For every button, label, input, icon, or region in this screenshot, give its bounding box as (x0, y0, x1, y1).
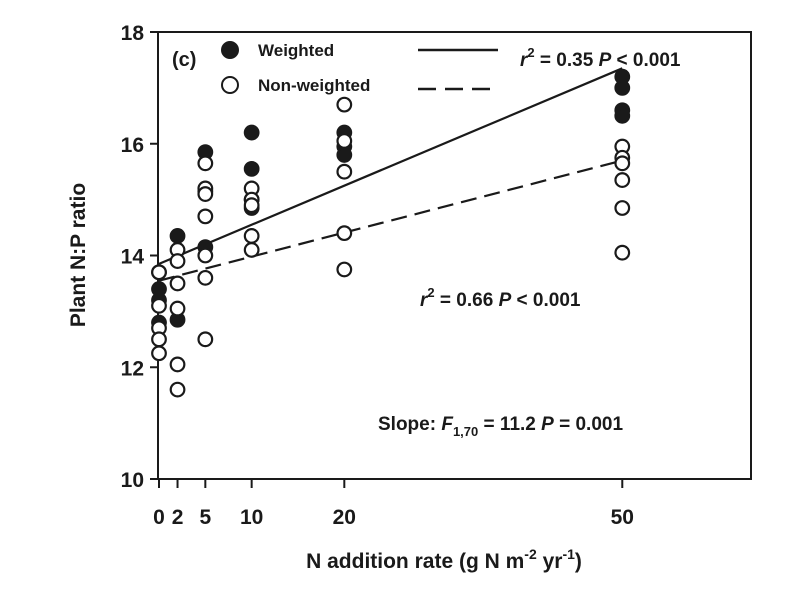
x-tick-label: 50 (611, 506, 634, 529)
data-point-non-weighted (151, 297, 167, 314)
data-point-non-weighted (151, 264, 167, 281)
data-point-non-weighted (197, 247, 214, 264)
y-tick-label: 14 (121, 246, 145, 269)
data-point-weighted (243, 160, 260, 177)
data-point-non-weighted (169, 381, 186, 398)
data-point-non-weighted (197, 155, 214, 172)
data-point-non-weighted (243, 197, 260, 214)
panel-label: (c) (172, 49, 196, 71)
data-point-non-weighted (614, 172, 631, 188)
legend-marker-weighted (221, 41, 239, 59)
data-point-non-weighted (336, 96, 353, 113)
fit-line-weighted (158, 67, 623, 265)
data-point-non-weighted (169, 356, 186, 373)
y-tick-label: 16 (121, 134, 144, 157)
legend: Weighted Non-weighted (221, 41, 498, 95)
fit-line-non-weighted (158, 159, 623, 282)
y-tick-label: 18 (121, 22, 145, 45)
data-point-non-weighted (169, 300, 186, 317)
data-point-weighted (614, 107, 631, 124)
fit-lines (158, 67, 623, 282)
y-axis-title: Plant N:P ratio (67, 183, 90, 327)
data-point-non-weighted (151, 331, 167, 348)
legend-label-weighted: Weighted (258, 41, 334, 60)
data-point-non-weighted (243, 242, 260, 258)
data-point-non-weighted (243, 228, 260, 244)
data-point-non-weighted (614, 244, 631, 261)
data-point-weighted (614, 79, 631, 96)
x-tick-label: 2 (172, 506, 184, 529)
y-tick-label: 12 (121, 357, 144, 380)
data-point-non-weighted (336, 163, 353, 180)
data-point-weighted (336, 147, 353, 163)
x-tick-label: 20 (333, 506, 356, 529)
data-point-non-weighted (197, 186, 214, 202)
x-tick-label: 10 (240, 506, 263, 529)
y-axis: 10 12 14 16 18 (121, 22, 158, 492)
weighted-r2-annotation: r2 = 0.35 P < 0.001 (520, 45, 681, 71)
slope-annotation: Slope: F1,70 = 11.2 P = 0.001 (378, 414, 623, 439)
data-point-non-weighted (169, 253, 186, 269)
legend-marker-non-weighted (221, 76, 239, 94)
x-tick-label: 5 (199, 506, 211, 529)
x-tick-label: 0 (153, 506, 165, 529)
data-points (151, 68, 631, 398)
data-point-non-weighted (336, 261, 353, 278)
x-axis-title: N addition rate (g N m-2 yr-1) (306, 546, 582, 573)
x-axis: 0 2 5 10 20 50 (153, 479, 634, 529)
data-point-non-weighted (336, 225, 353, 242)
data-point-non-weighted (614, 200, 631, 216)
data-point-non-weighted (336, 133, 353, 149)
data-point-non-weighted (151, 345, 167, 362)
data-point-non-weighted (169, 275, 186, 292)
data-point-non-weighted (197, 331, 214, 348)
data-point-non-weighted (197, 269, 214, 286)
data-point-weighted (243, 124, 260, 141)
data-point-weighted (169, 228, 186, 244)
legend-label-non-weighted: Non-weighted (258, 76, 370, 95)
y-tick-label: 10 (121, 469, 144, 492)
non-weighted-r2-annotation: r2 = 0.66 P < 0.001 (420, 285, 581, 311)
data-point-non-weighted (614, 155, 631, 172)
data-point-non-weighted (197, 208, 214, 225)
